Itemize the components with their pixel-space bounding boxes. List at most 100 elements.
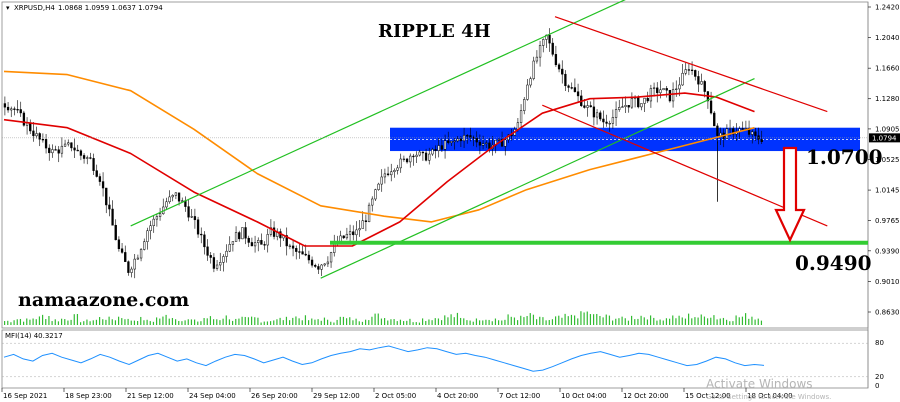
candle-body <box>295 248 298 252</box>
price-label: 1.0145 <box>875 187 900 195</box>
candle-body <box>497 138 501 141</box>
candle-body <box>478 141 482 146</box>
candle-body <box>206 246 209 256</box>
volume-bar <box>710 317 712 325</box>
candle-body <box>561 68 564 75</box>
candle-body <box>114 224 117 241</box>
volume-bar <box>434 318 436 325</box>
candle-body <box>136 257 140 260</box>
candle-body <box>345 233 349 239</box>
volume-bar <box>105 319 107 325</box>
volume-bar <box>235 318 237 325</box>
candle-body <box>605 121 608 124</box>
volume-bar <box>86 319 88 325</box>
volume-bar <box>713 315 715 325</box>
candle-body <box>548 34 551 44</box>
candle-body <box>190 216 193 218</box>
time-label: 21 Sep 12:00 <box>127 392 174 400</box>
resistance-zone <box>390 127 860 152</box>
volume-bar <box>637 318 639 325</box>
volume-bar <box>593 314 595 325</box>
volume-bar <box>485 319 487 325</box>
volume-bar <box>4 321 6 325</box>
volume-bar <box>228 319 231 325</box>
candle-body <box>405 158 409 163</box>
volume-bar <box>691 318 693 325</box>
candle-body <box>32 130 35 137</box>
time-axis: 16 Sep 2021 18 Sep 23:00 21 Sep 12:00 24 Se… <box>1 388 793 400</box>
candle-body <box>595 112 599 118</box>
candle-body <box>92 158 95 171</box>
volume-bar <box>523 317 525 325</box>
time-label: 2 Oct 05:00 <box>375 392 416 400</box>
volume-bar <box>377 313 379 325</box>
candle-body <box>301 251 304 255</box>
volume-bar <box>602 317 604 325</box>
volume-bar <box>479 320 481 325</box>
candle-body <box>447 140 450 143</box>
channel-up-lower-line <box>320 78 755 279</box>
candle-body <box>165 201 168 208</box>
volume-bar <box>653 317 655 325</box>
candle-body <box>500 138 504 147</box>
candle-body <box>567 85 570 88</box>
time-label: 26 Sep 20:00 <box>251 392 298 400</box>
volume-bar <box>232 320 234 325</box>
candle-body <box>716 125 719 136</box>
candle-body <box>203 234 206 248</box>
candle-body <box>10 108 13 111</box>
volume-bar <box>494 318 497 325</box>
candle-body <box>412 155 415 158</box>
volume-bar <box>260 322 262 325</box>
candle-body <box>437 145 440 151</box>
volume-bar <box>520 315 522 325</box>
candle-body <box>694 70 697 77</box>
price-label: 0.9010 <box>875 278 900 286</box>
candle-body <box>440 145 444 150</box>
candle-body <box>54 149 57 151</box>
volume-bar <box>130 320 132 325</box>
volume-bar <box>510 316 512 325</box>
candle-body <box>640 103 643 108</box>
volume-bar <box>73 314 75 325</box>
candle-body <box>751 131 754 135</box>
candle-body <box>364 220 368 222</box>
volume-bar <box>574 315 576 325</box>
volume-bar <box>631 315 633 325</box>
candle-body <box>592 106 596 118</box>
volume-bar <box>456 312 459 325</box>
candle-body <box>475 137 478 143</box>
volume-bar <box>175 319 177 325</box>
volume-bar <box>596 313 598 325</box>
candle-body <box>352 231 355 236</box>
volume-bar <box>608 315 611 325</box>
candle-body <box>459 138 463 142</box>
time-label: 16 Sep 2021 <box>3 392 47 400</box>
volume-bar <box>643 317 645 325</box>
volume-bar <box>390 319 392 325</box>
candle-body <box>86 157 89 159</box>
volume-bar <box>317 319 319 325</box>
target-arrow-icon <box>774 146 806 243</box>
candle-body <box>630 98 634 108</box>
candle-body <box>602 118 605 123</box>
volume-bar <box>308 320 310 325</box>
volume-bar <box>694 317 696 325</box>
candle-body <box>646 97 649 102</box>
candle-body <box>386 173 390 176</box>
volume-bar <box>536 319 538 325</box>
candle-body <box>60 145 64 154</box>
channel-down-upper-line <box>554 16 828 113</box>
volume-bar <box>197 321 199 325</box>
candle-body <box>671 89 675 102</box>
candle-body <box>614 109 618 118</box>
volume-bar <box>615 318 617 325</box>
volume-bar <box>16 319 18 325</box>
candle-body <box>383 173 387 178</box>
candle-body <box>111 208 114 226</box>
candle-body <box>526 84 529 100</box>
volume-bar <box>722 317 725 325</box>
candle-body <box>215 264 219 269</box>
candle-body <box>196 219 200 235</box>
header-arrow-icon[interactable]: ▾ <box>6 4 10 12</box>
